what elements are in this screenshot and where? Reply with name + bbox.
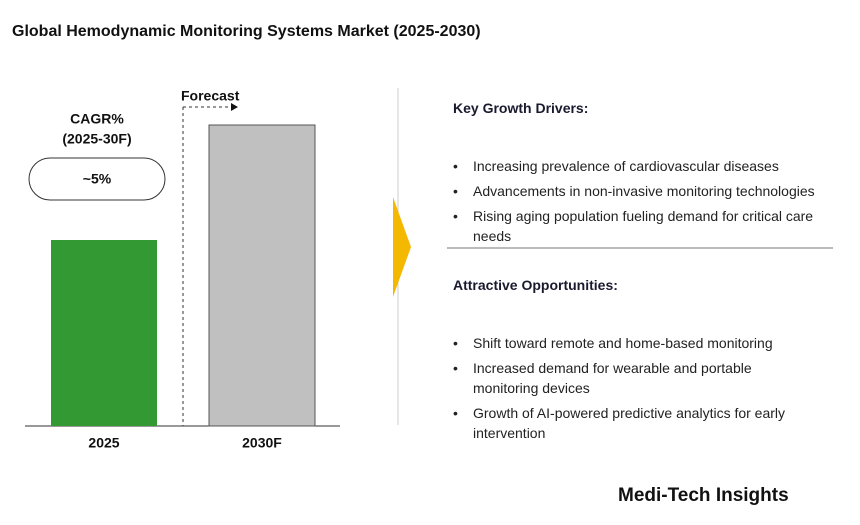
chevron	[393, 197, 411, 297]
heading: Key Growth Drivers:	[453, 100, 589, 116]
bar	[208, 124, 316, 427]
cagr-label: (2025-30F)	[62, 131, 131, 147]
bullet: Rising aging population fueling demand f…	[453, 206, 818, 246]
opportunities: Attractive Opportunities: Shift toward r…	[453, 277, 833, 448]
x-tick-label: 2030F	[242, 435, 282, 451]
bullet: Increasing prevalence of cardiovascular …	[453, 156, 818, 176]
cagr-pill	[28, 157, 166, 201]
list: Increasing prevalence of cardiovascular …	[453, 156, 833, 246]
bar	[51, 240, 157, 426]
list: Shift toward remote and home-based monit…	[453, 333, 833, 443]
arrow-head	[231, 103, 238, 111]
logo: Medi-Tech Insights	[618, 485, 789, 506]
forecast-label: Forecast	[181, 88, 240, 104]
cagr-label: CAGR%	[70, 111, 124, 127]
bullet: Shift toward remote and home-based monit…	[453, 333, 818, 353]
drivers: Key Growth Drivers: Increasing prevalenc…	[453, 100, 833, 251]
title: Global Hemodynamic Monitoring Systems Ma…	[12, 23, 481, 40]
bullet: Growth of AI-powered predictive analytic…	[453, 403, 818, 443]
bullet: Advancements in non-invasive monitoring …	[453, 181, 818, 201]
heading: Attractive Opportunities:	[453, 277, 618, 293]
cagr-value: ~5%	[83, 171, 112, 187]
x-tick-label: 2025	[88, 435, 119, 451]
bullet: Increased demand for wearable and portab…	[453, 358, 818, 398]
